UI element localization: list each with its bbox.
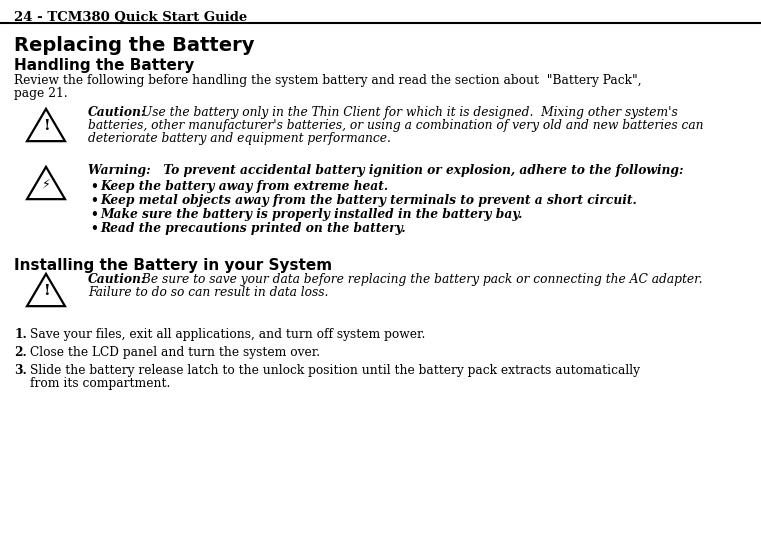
Text: Read the precautions printed on the battery.: Read the precautions printed on the batt… (100, 222, 406, 235)
Text: batteries, other manufacturer's batteries, or using a combination of very old an: batteries, other manufacturer's batterie… (88, 119, 703, 132)
Text: •: • (90, 208, 98, 221)
Text: Use the battery only in the Thin Client for which it is designed.  Mixing other : Use the battery only in the Thin Client … (138, 106, 678, 119)
Text: page 21.: page 21. (14, 87, 68, 100)
Text: Keep metal objects away from the battery terminals to prevent a short circuit.: Keep metal objects away from the battery… (100, 194, 637, 207)
Text: !: ! (43, 284, 49, 298)
Text: 3.: 3. (14, 364, 27, 377)
Text: !: ! (43, 119, 49, 133)
Text: Caution:: Caution: (88, 273, 146, 286)
Text: Save your files, exit all applications, and turn off system power.: Save your files, exit all applications, … (30, 328, 425, 341)
Text: •: • (90, 180, 98, 193)
Text: Replacing the Battery: Replacing the Battery (14, 36, 254, 55)
Text: Handling the Battery: Handling the Battery (14, 58, 194, 73)
Text: Review the following before handling the system battery and read the section abo: Review the following before handling the… (14, 74, 642, 87)
Text: Warning:   To prevent accidental battery ignition or explosion, adhere to the fo: Warning: To prevent accidental battery i… (88, 164, 683, 177)
Text: 2.: 2. (14, 346, 27, 359)
Text: deteriorate battery and equipment performance.: deteriorate battery and equipment perfor… (88, 132, 391, 145)
Text: ⚡: ⚡ (42, 178, 50, 190)
Polygon shape (27, 274, 65, 306)
Text: Keep the battery away from extreme heat.: Keep the battery away from extreme heat. (100, 180, 388, 193)
Text: •: • (90, 222, 98, 235)
Text: Failure to do so can result in data loss.: Failure to do so can result in data loss… (88, 286, 329, 299)
Text: Caution:: Caution: (88, 106, 146, 119)
Text: 1.: 1. (14, 328, 27, 341)
Text: Slide the battery release latch to the unlock position until the battery pack ex: Slide the battery release latch to the u… (30, 364, 640, 377)
Text: Make sure the battery is properly installed in the battery bay.: Make sure the battery is properly instal… (100, 208, 522, 221)
Text: from its compartment.: from its compartment. (30, 377, 170, 390)
Text: Be sure to save your data before replacing the battery pack or connecting the AC: Be sure to save your data before replaci… (138, 273, 702, 286)
Text: Close the LCD panel and turn the system over.: Close the LCD panel and turn the system … (30, 346, 320, 359)
Text: •: • (90, 194, 98, 207)
Text: Installing the Battery in your System: Installing the Battery in your System (14, 258, 332, 273)
Text: 24 - TCM380 Quick Start Guide: 24 - TCM380 Quick Start Guide (14, 11, 247, 24)
Polygon shape (27, 109, 65, 141)
Polygon shape (27, 167, 65, 199)
